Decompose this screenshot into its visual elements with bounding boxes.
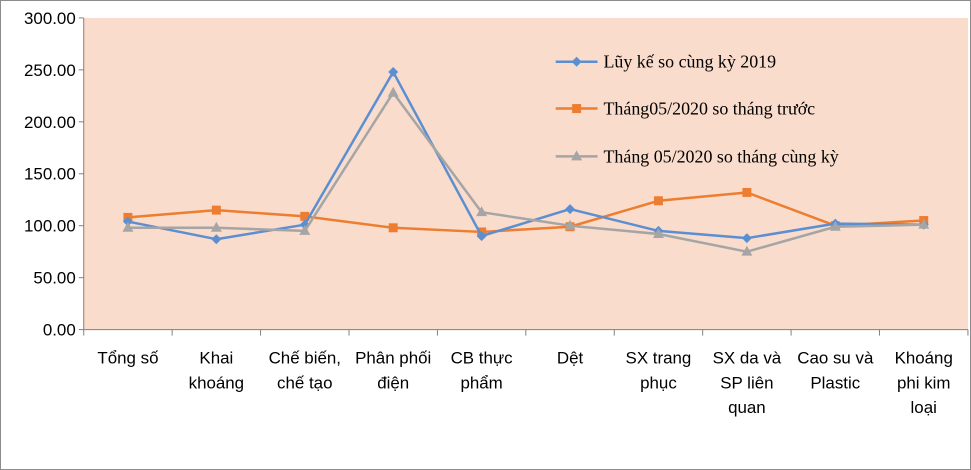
y-tick-label: 100.00 bbox=[24, 217, 76, 236]
x-category-label: chế tạo bbox=[277, 373, 332, 392]
x-category-label: SP liên bbox=[720, 373, 773, 392]
x-category-label: khoáng bbox=[189, 373, 244, 392]
y-tick-label: 150.00 bbox=[24, 165, 76, 184]
legend-label: Tháng 05/2020 so tháng cùng kỳ bbox=[603, 146, 838, 166]
x-category-label: SX da và bbox=[713, 348, 782, 367]
x-category-label: phẩm bbox=[460, 373, 502, 392]
data-point-square bbox=[742, 187, 752, 197]
legend-label: Tháng05/2020 so tháng trước bbox=[603, 99, 815, 119]
x-axis-ticks: Tổng số Khai khoáng Chế biến, chế tạo Phân ph… bbox=[83, 329, 969, 417]
x-category-label: SX trang bbox=[626, 348, 692, 367]
legend-entry: Lũy kế so cùng kỳ 2019 bbox=[555, 52, 776, 72]
x-category-label: Khai bbox=[199, 348, 233, 367]
series-line bbox=[127, 191, 924, 234]
data-point-square bbox=[388, 223, 398, 233]
plot-area bbox=[83, 17, 968, 330]
y-tick-label: 250.00 bbox=[24, 61, 76, 80]
data-point-triangle bbox=[564, 219, 576, 230]
series-line bbox=[127, 70, 924, 241]
data-point-triangle bbox=[741, 245, 753, 256]
series-line bbox=[127, 91, 924, 253]
data-point-triangle bbox=[918, 218, 930, 229]
x-category-label: phi kim bbox=[897, 373, 951, 392]
legend-entry: Tháng05/2020 so tháng trước bbox=[555, 99, 815, 119]
data-point-square bbox=[211, 205, 221, 215]
x-category-label: Tổng số bbox=[97, 348, 159, 367]
x-category-label: quan bbox=[728, 398, 766, 417]
legend: Lũy kế so cùng kỳ 2019 Tháng05/2020 so th… bbox=[555, 52, 839, 166]
data-point-diamond bbox=[571, 56, 582, 67]
x-category-label: phục bbox=[640, 373, 677, 392]
x-category-label: Dệt bbox=[557, 348, 584, 367]
x-category-label: Phân phối bbox=[355, 348, 431, 367]
x-category-label: Cao su và bbox=[797, 348, 874, 367]
y-axis-ticks: 0.00 50.00 100.00 150.00 200.00 250.00 300.00 bbox=[24, 9, 84, 340]
data-point-triangle bbox=[122, 221, 134, 232]
y-tick-label: 200.00 bbox=[24, 113, 76, 132]
data-point-triangle bbox=[829, 220, 841, 231]
x-category-label: Chế biến, bbox=[269, 348, 341, 367]
data-point-triangle bbox=[652, 228, 664, 239]
x-category-label: điện bbox=[377, 373, 409, 392]
data-point-diamond bbox=[476, 231, 487, 242]
y-tick-label: 0.00 bbox=[43, 321, 76, 340]
data-point-triangle bbox=[476, 206, 488, 217]
x-category-label: Khoáng bbox=[895, 348, 953, 367]
data-point-diamond bbox=[565, 204, 576, 215]
y-tick-label: 300.00 bbox=[24, 9, 76, 28]
data-point-square bbox=[300, 211, 310, 221]
x-category-label: loại bbox=[911, 398, 937, 417]
x-category-label: Plastic bbox=[810, 373, 860, 392]
data-point-diamond bbox=[211, 234, 222, 245]
legend-entry: Tháng 05/2020 so tháng cùng kỳ bbox=[555, 146, 839, 166]
data-point-triangle bbox=[571, 150, 583, 161]
data-point-diamond bbox=[741, 233, 752, 244]
x-category-label: CB thực bbox=[451, 348, 513, 367]
data-point-triangle bbox=[210, 221, 222, 232]
series-layer bbox=[122, 66, 930, 256]
data-point-square bbox=[653, 196, 663, 206]
series-triangle bbox=[122, 86, 930, 256]
data-point-square bbox=[572, 104, 582, 114]
data-point-triangle bbox=[387, 86, 399, 97]
data-point-triangle bbox=[299, 224, 311, 235]
legend-label: Lũy kế so cùng kỳ 2019 bbox=[603, 52, 776, 72]
y-tick-label: 50.00 bbox=[33, 269, 75, 288]
